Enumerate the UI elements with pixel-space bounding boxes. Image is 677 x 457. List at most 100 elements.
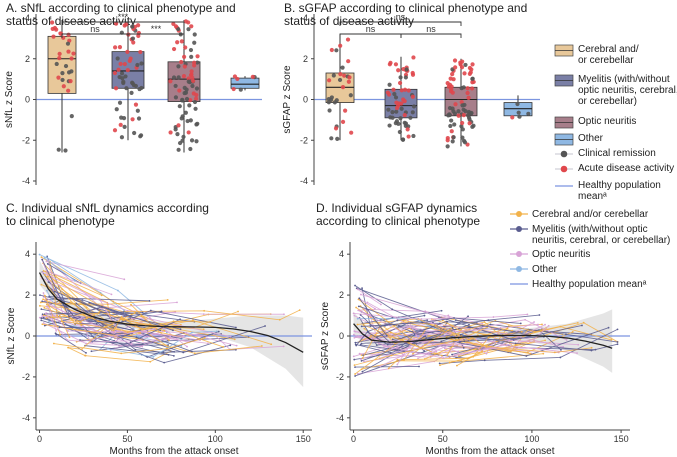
data-point [396,68,401,73]
patient-trajectory [45,313,156,342]
data-point [177,140,183,146]
trajectory-point [421,321,424,324]
data-point [394,100,399,105]
trajectory-point [68,336,71,339]
data-point [461,138,467,143]
data-point [190,83,195,89]
trajectory-point [222,346,225,348]
data-point [115,56,120,61]
data-point [453,102,458,107]
data-point [57,51,62,57]
legend-marker [516,211,522,217]
data-point [186,130,191,135]
trajectory-point [440,354,443,357]
box-1 [47,35,77,94]
data-point [452,122,457,127]
trajectory-point [80,324,83,327]
trajectory-point [282,345,285,348]
patient-trajectory [44,300,188,348]
data-point [65,41,71,46]
trajectory-point [353,364,356,367]
data-point [400,137,406,142]
significance-bracket [339,21,462,26]
trajectory-point [134,348,137,351]
data-point [460,103,465,108]
trajectory-point [84,354,86,357]
data-point [118,122,123,127]
trajectory-point [366,330,369,333]
data-point [192,99,198,105]
trajectory-point [55,329,58,332]
trajectory-point [610,339,613,341]
trajectory-point [235,344,238,347]
legend-marker [516,226,522,232]
trajectory-point [67,346,70,349]
data-point [459,124,464,129]
patient-trajectory [46,304,82,326]
trajectory-point [446,354,449,357]
trajectory-point [423,314,426,317]
data-point [175,132,180,137]
trajectory-point [485,345,488,348]
trajectory-point [447,314,450,317]
trajectory-point [352,312,355,315]
data-point [176,147,181,152]
trajectory-point [420,318,423,320]
data-point [348,93,353,98]
patient-trajectory [449,326,612,358]
data-point [113,86,119,91]
trajectory-point [40,317,43,320]
trajectory-point [203,309,206,312]
data-point [448,123,453,129]
significance-bracket [127,33,185,38]
trajectory-point [160,310,163,313]
patient-trajectory [102,323,236,353]
data-point [386,107,391,112]
data-point [112,128,118,133]
trajectory-point [389,331,392,334]
trajectory-point [415,328,418,331]
trajectory-point [356,372,359,375]
significance-label: *** [118,12,129,22]
y-tick-label: -4 [336,413,344,423]
data-point [329,95,334,100]
trajectory-point [423,350,426,352]
legend-label: or cerebellar) [578,96,637,107]
patient-trajectory [130,304,156,329]
patient-trajectory [47,271,112,295]
data-point [332,100,337,105]
data-point [465,86,470,91]
legend-label: neuritis, cerebral, or cerebellar) [532,235,670,246]
trajectory-point [120,352,123,355]
data-point [329,47,334,53]
data-point [453,65,458,70]
x-axis-label: Months from the attack onset [426,446,555,457]
trajectory-point [487,336,490,339]
trajectory-point [207,342,209,345]
trajectory-point [359,293,362,296]
trajectory-point [123,278,126,281]
trajectory-point [457,350,460,353]
legend-label: Optic neuritis [532,249,590,260]
trajectory-point [38,253,41,256]
trajectory-point [270,343,273,346]
trajectory-point [424,335,427,338]
significance-label: ns [90,24,100,34]
data-point [130,24,135,29]
trajectory-point [418,365,420,368]
y-axis-label: sGFAP z Score [320,301,331,370]
data-point [347,75,352,80]
trajectory-point [85,351,87,354]
trajectory-point [87,327,90,330]
data-point [466,109,472,115]
trajectory-point [152,355,155,358]
y-tick-label: 0 [303,95,308,105]
trajectory-point [481,322,484,325]
trajectory-point [360,342,363,345]
trajectory-point [43,324,46,327]
trajectory-point [363,360,365,363]
trajectory-point [39,304,41,307]
data-point [139,61,144,66]
trajectory-point [576,352,578,355]
trajectory-point [489,323,492,326]
